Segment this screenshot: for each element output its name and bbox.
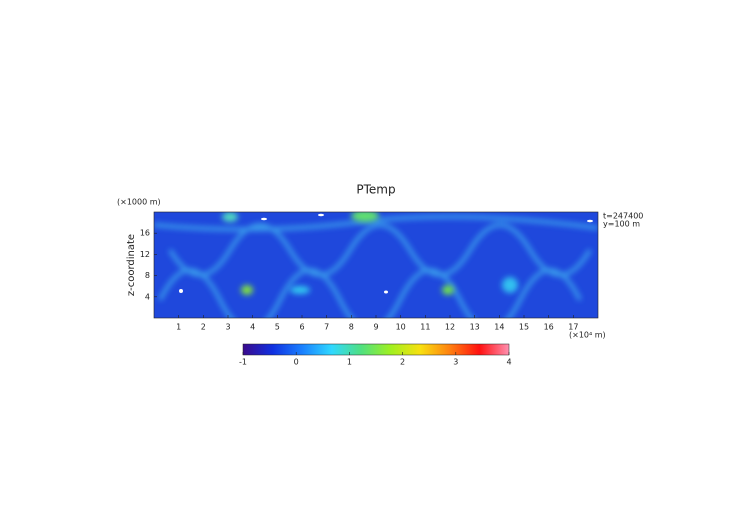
x-tick-label: 11 — [420, 323, 430, 332]
x-tick-label: 8 — [349, 323, 354, 332]
x-tick-label: 3 — [225, 323, 230, 332]
y-tick-label: 16 — [140, 229, 150, 238]
y-axis-label: z-coordinate — [126, 234, 137, 296]
x-tick-label: 17 — [568, 323, 578, 332]
y-unit: (×1000 m) — [117, 198, 161, 207]
x-tick-label: 9 — [373, 323, 378, 332]
x-tick-label: 1 — [176, 323, 181, 332]
field — [154, 212, 598, 318]
annotation: y=100 m — [603, 220, 640, 229]
chart-title: PTemp — [356, 183, 395, 197]
y-tick-label: 4 — [145, 292, 150, 301]
x-tick-label: 7 — [324, 323, 329, 332]
colorbar-tick-label: 1 — [347, 358, 352, 367]
x-tick-label: 15 — [519, 323, 529, 332]
x-tick-label: 4 — [250, 323, 255, 332]
x-tick-label: 10 — [396, 323, 406, 332]
y-tick-label: 12 — [140, 250, 150, 259]
colorbar-tick-label: 2 — [400, 358, 405, 367]
colorbar-tick-label: 0 — [294, 358, 299, 367]
colorbar-tick-label: -1 — [239, 358, 247, 367]
colorbar-tick-label: 4 — [506, 358, 511, 367]
x-tick-label: 5 — [275, 323, 280, 332]
x-unit: (×10⁴ m) — [569, 331, 606, 340]
colorbar — [242, 343, 510, 356]
x-tick-label: 12 — [445, 323, 455, 332]
annotation: t=247400 — [603, 212, 643, 221]
x-tick-label: 6 — [299, 323, 304, 332]
x-tick-label: 2 — [201, 323, 206, 332]
x-tick-label: 13 — [470, 323, 480, 332]
x-tick-label: 14 — [494, 323, 504, 332]
x-tick-label: 16 — [544, 323, 554, 332]
colorbar-tick-label: 3 — [453, 358, 458, 367]
y-tick-label: 8 — [145, 271, 150, 280]
